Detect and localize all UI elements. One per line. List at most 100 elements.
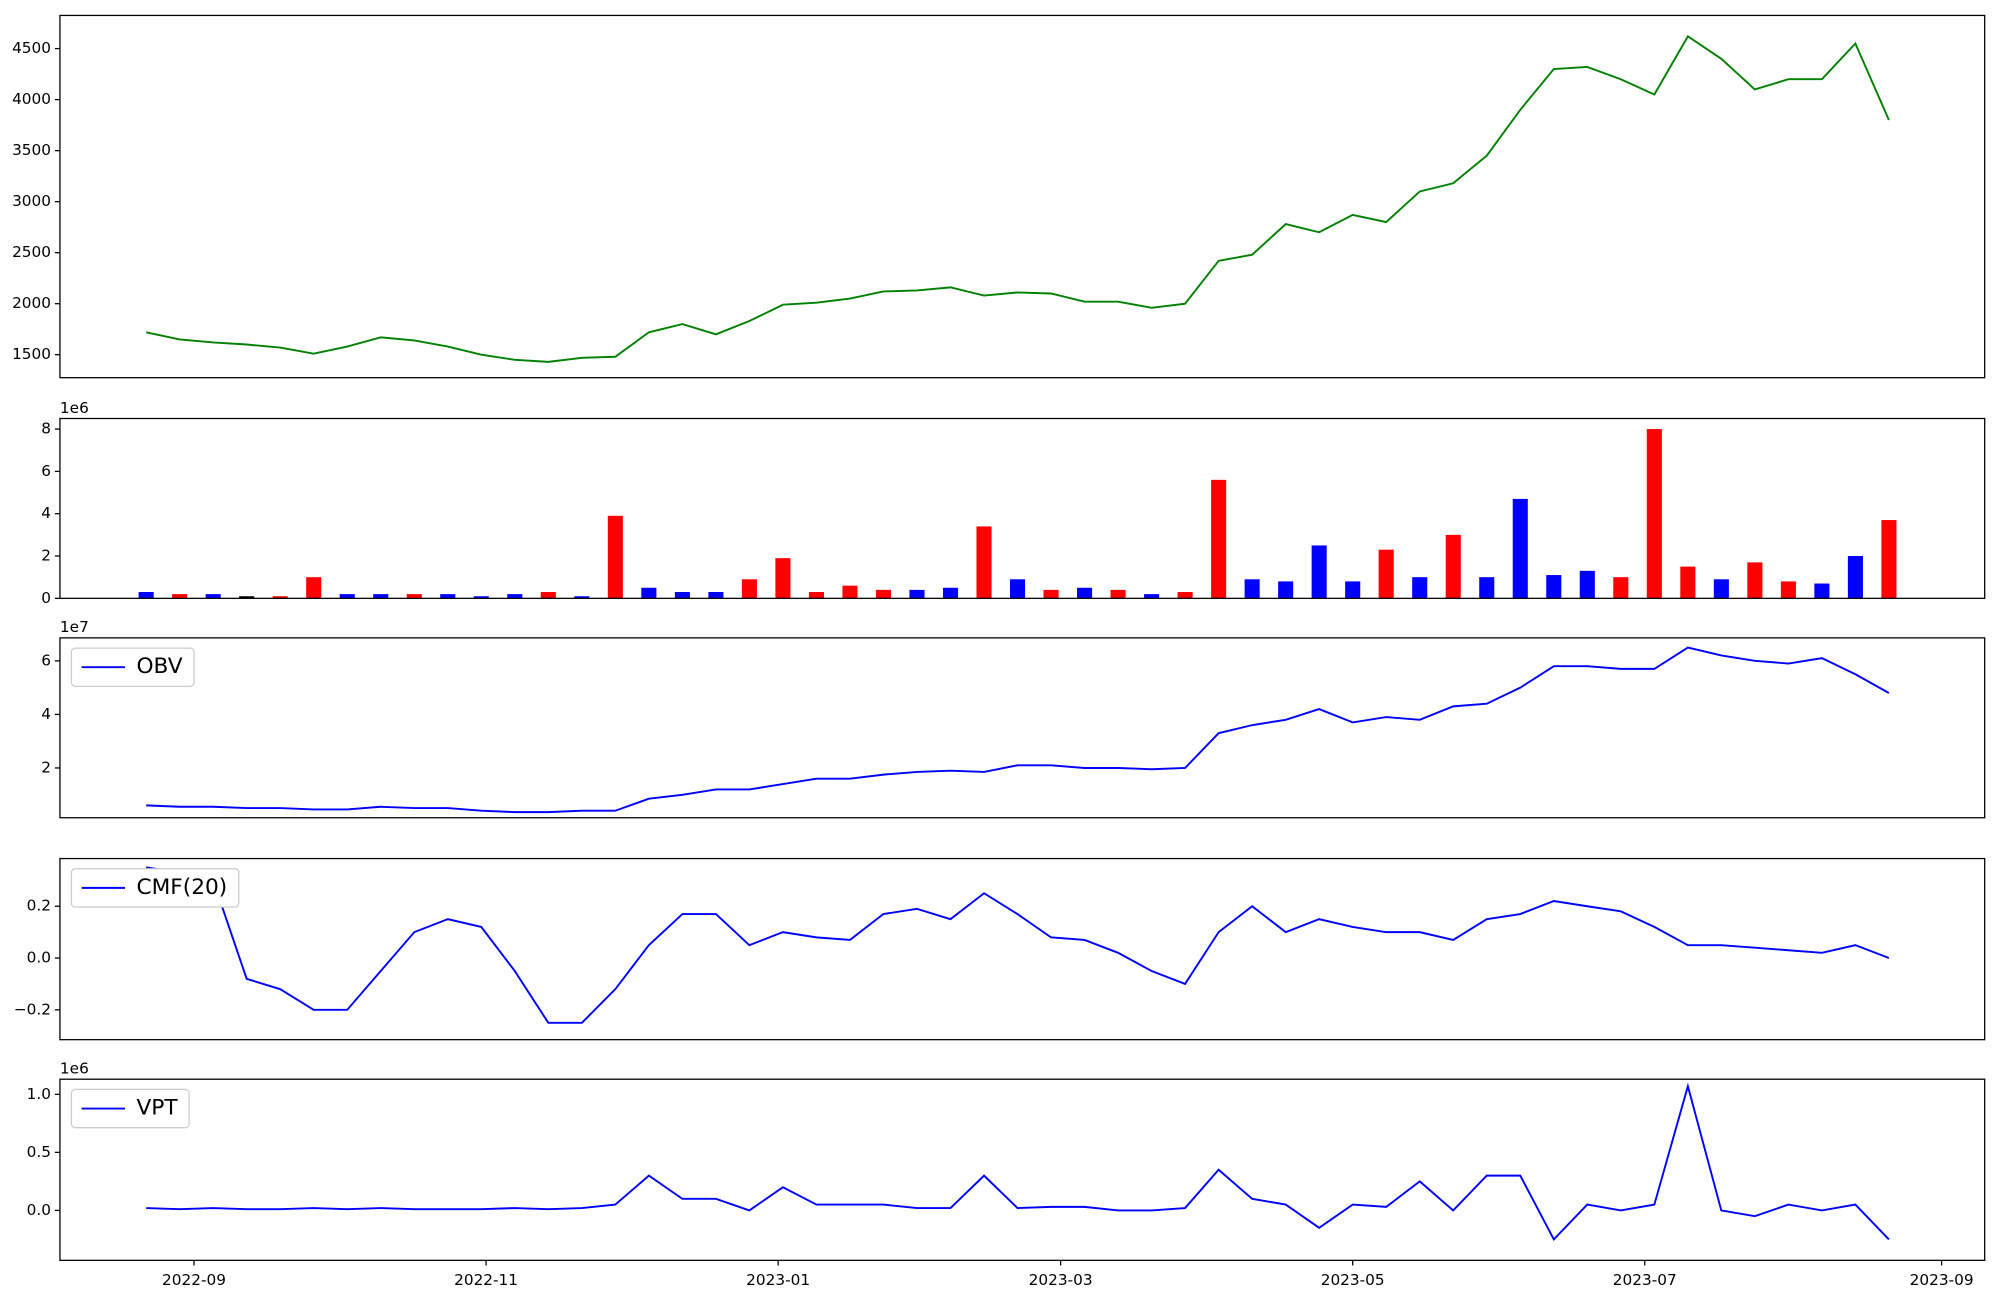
axes-frame	[59, 417, 1986, 599]
bar	[1546, 575, 1562, 599]
bar	[1244, 579, 1260, 599]
bar	[1479, 577, 1495, 599]
x-tick-label: 2023-07	[1613, 1271, 1677, 1289]
bar	[641, 587, 657, 599]
bar	[272, 596, 288, 599]
bar	[976, 526, 992, 599]
bar	[875, 589, 892, 599]
legend-label: VPT	[136, 1096, 178, 1121]
y-tick-label: 8	[41, 420, 51, 438]
bar	[842, 585, 858, 599]
bar	[138, 591, 154, 599]
bar	[1713, 579, 1729, 599]
bar	[1445, 534, 1461, 599]
y-tick-label: −0.2	[14, 1000, 51, 1018]
bar	[1780, 581, 1796, 599]
bar	[1613, 577, 1629, 599]
x-tick-label: 2023-09	[1910, 1271, 1974, 1289]
legend: OBV	[70, 647, 195, 687]
line	[146, 866, 1890, 1024]
bar	[1881, 520, 1897, 599]
bar	[507, 594, 523, 599]
line	[146, 646, 1890, 814]
axis-multiplier: 1e7	[60, 618, 89, 636]
line	[146, 1082, 1890, 1242]
bar	[205, 594, 221, 599]
bar	[339, 594, 355, 599]
bar	[373, 594, 389, 599]
legend-box	[70, 868, 240, 908]
bar	[942, 587, 959, 599]
y-tick-label: 6	[41, 462, 51, 480]
x-tick-label: 2022-09	[162, 1271, 226, 1289]
legend: CMF(20)	[70, 868, 240, 908]
bar	[306, 577, 322, 599]
axes-frame	[59, 857, 1986, 1041]
x-tick-label: 2023-03	[1029, 1271, 1093, 1289]
y-tick-label: 3000	[12, 192, 51, 210]
bar	[1412, 577, 1428, 599]
y-tick-label: 3500	[12, 141, 51, 159]
legend-box	[70, 647, 195, 687]
y-tick-label: 1.0	[27, 1085, 51, 1103]
bar	[1211, 479, 1227, 599]
y-tick-label: 0.5	[27, 1143, 51, 1161]
bar	[239, 596, 255, 599]
bar	[1110, 589, 1126, 599]
bar	[808, 591, 824, 599]
y-tick-label: 1500	[12, 345, 51, 363]
bar	[1345, 581, 1361, 599]
bar	[1378, 549, 1394, 599]
y-tick-label: 2	[41, 547, 51, 565]
bar	[1680, 566, 1696, 599]
y-tick-label: 0.0	[27, 1201, 51, 1219]
bar	[1311, 545, 1327, 599]
y-tick-label: 6	[41, 651, 51, 669]
bar	[1043, 589, 1059, 599]
bar	[775, 558, 791, 599]
bar	[708, 591, 724, 599]
bar	[473, 596, 489, 599]
bar	[1278, 581, 1294, 599]
axes-frame	[59, 637, 1986, 819]
bar	[1009, 579, 1026, 599]
y-tick-label: 4000	[12, 90, 51, 108]
bar	[607, 515, 623, 599]
y-tick-label: 2000	[12, 294, 51, 312]
x-tick-label: 2022-11	[454, 1271, 518, 1289]
legend: VPT	[70, 1088, 190, 1129]
legend-box	[70, 1088, 190, 1129]
bar	[574, 596, 590, 599]
line	[145, 34, 1890, 363]
bar	[172, 594, 188, 599]
y-tick-label: 4	[41, 705, 51, 723]
y-tick-label: 4	[41, 504, 51, 522]
bar	[1177, 591, 1193, 599]
bar	[540, 591, 556, 599]
bar	[1646, 429, 1662, 599]
legend-label: OBV	[136, 654, 182, 679]
legend-label: CMF(20)	[136, 875, 227, 900]
bar	[440, 594, 456, 599]
axes-frame	[59, 14, 1986, 379]
bar	[1579, 570, 1595, 599]
y-tick-label: 4500	[12, 39, 51, 57]
bar	[1847, 556, 1863, 599]
y-tick-label: 0.2	[27, 897, 51, 915]
x-tick-label: 2023-05	[1321, 1271, 1385, 1289]
bar	[1512, 498, 1528, 599]
axis-multiplier: 1e6	[60, 1060, 89, 1078]
y-tick-label: 2	[41, 758, 51, 776]
bar	[1747, 562, 1763, 599]
y-tick-label: 2500	[12, 243, 51, 261]
bar	[1144, 594, 1160, 599]
y-tick-label: 0.0	[27, 949, 51, 967]
axis-multiplier: 1e6	[60, 399, 89, 417]
bar	[741, 579, 757, 599]
y-tick-label: 0	[41, 589, 51, 607]
x-tick-label: 2023-01	[746, 1271, 810, 1289]
bar	[674, 591, 690, 599]
bar	[909, 589, 925, 599]
